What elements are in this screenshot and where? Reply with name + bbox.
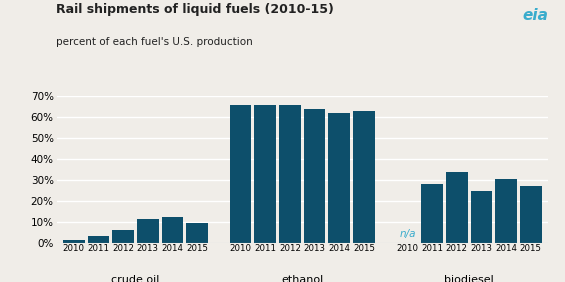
Bar bbox=[421, 184, 443, 243]
Bar bbox=[446, 172, 468, 243]
Bar bbox=[63, 241, 85, 243]
Bar bbox=[230, 105, 251, 243]
Text: n/a: n/a bbox=[399, 229, 416, 239]
Bar bbox=[353, 111, 375, 243]
Bar bbox=[304, 109, 325, 243]
Bar bbox=[112, 230, 134, 243]
Bar bbox=[88, 236, 109, 243]
Text: eia: eia bbox=[522, 8, 548, 23]
Text: Rail shipments of liquid fuels (2010-15): Rail shipments of liquid fuels (2010-15) bbox=[56, 3, 334, 16]
Bar bbox=[520, 186, 542, 243]
Text: biodiesel: biodiesel bbox=[444, 275, 494, 282]
Bar bbox=[186, 222, 208, 243]
Text: ethanol: ethanol bbox=[281, 275, 323, 282]
Text: percent of each fuel's U.S. production: percent of each fuel's U.S. production bbox=[56, 37, 253, 47]
Text: crude oil: crude oil bbox=[111, 275, 160, 282]
Bar bbox=[279, 105, 301, 243]
Bar bbox=[137, 219, 159, 243]
Bar bbox=[254, 105, 276, 243]
Bar bbox=[328, 113, 350, 243]
Bar bbox=[162, 217, 183, 243]
Bar bbox=[471, 191, 492, 243]
Bar bbox=[496, 179, 517, 243]
